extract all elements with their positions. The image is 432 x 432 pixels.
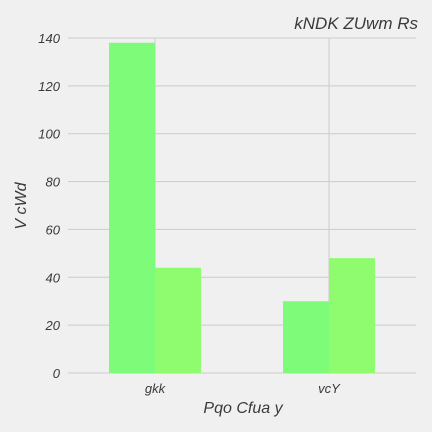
- y-tick-label: 0: [53, 366, 61, 381]
- y-tick-label: 140: [38, 31, 60, 46]
- y-tick-label: 120: [38, 79, 60, 94]
- x-tick-labels: gkk vcY: [145, 381, 341, 396]
- bars: [109, 42, 375, 374]
- x-axis-title: Pqo Cfua y: [203, 400, 283, 417]
- bar: [329, 258, 375, 373]
- y-tick-labels: 0 20 40 60 80 100 120 140: [38, 31, 60, 381]
- y-tick-label: 100: [38, 127, 60, 142]
- x-tick-label: gkk: [145, 381, 167, 396]
- chart-title: kNDK ZUwm Rs: [294, 14, 418, 33]
- y-tick-label: 40: [46, 270, 61, 285]
- y-axis-title: V cWd: [13, 181, 30, 229]
- bar: [109, 42, 155, 374]
- y-tick-label: 60: [46, 222, 61, 237]
- bar: [283, 301, 329, 373]
- x-tick-label: vcY: [318, 381, 341, 396]
- y-tick-label: 20: [45, 318, 61, 333]
- y-tick-label: 80: [46, 175, 61, 190]
- bar: [155, 267, 201, 373]
